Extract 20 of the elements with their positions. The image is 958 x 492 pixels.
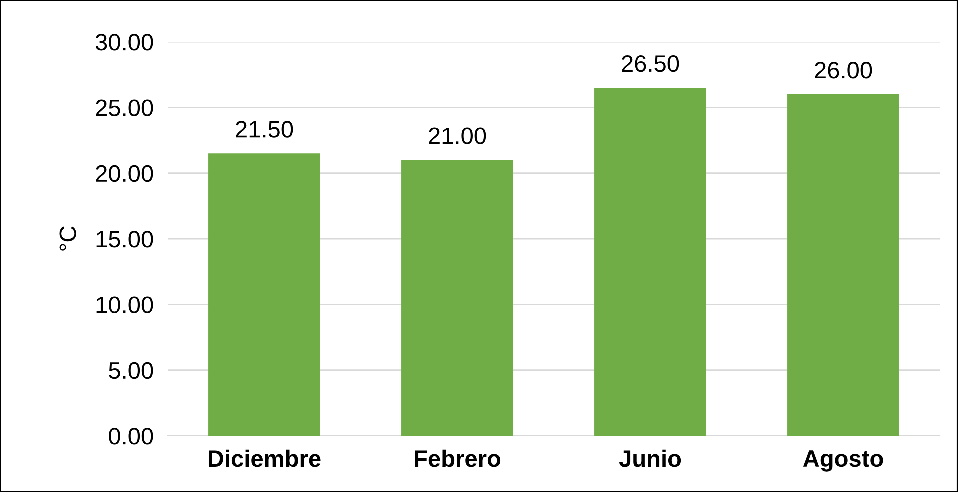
y-tick-label: 15.00 xyxy=(96,231,154,248)
y-tick-label: 0.00 xyxy=(109,428,154,445)
bar xyxy=(208,154,320,436)
bar xyxy=(788,94,900,436)
y-tick-label: 30.00 xyxy=(96,34,154,51)
y-tick-label: 20.00 xyxy=(96,165,154,182)
bar xyxy=(402,160,514,436)
data-label: 21.50 xyxy=(236,121,294,138)
y-tick-label: 25.00 xyxy=(96,100,154,116)
data-label: 26.50 xyxy=(622,55,680,72)
data-label: 21.00 xyxy=(429,128,486,144)
x-tick-label: Febrero xyxy=(415,450,501,468)
x-tick-label: Diciembre xyxy=(208,450,321,468)
y-tick-label: 10.00 xyxy=(96,296,154,314)
y-axis-title: °C xyxy=(60,226,76,251)
x-tick-label: Agosto xyxy=(803,450,884,472)
y-tick-label: 5.00 xyxy=(109,362,154,380)
bar xyxy=(594,88,706,436)
x-tick-label: Junio xyxy=(619,450,682,468)
data-label: 26.00 xyxy=(815,62,872,79)
